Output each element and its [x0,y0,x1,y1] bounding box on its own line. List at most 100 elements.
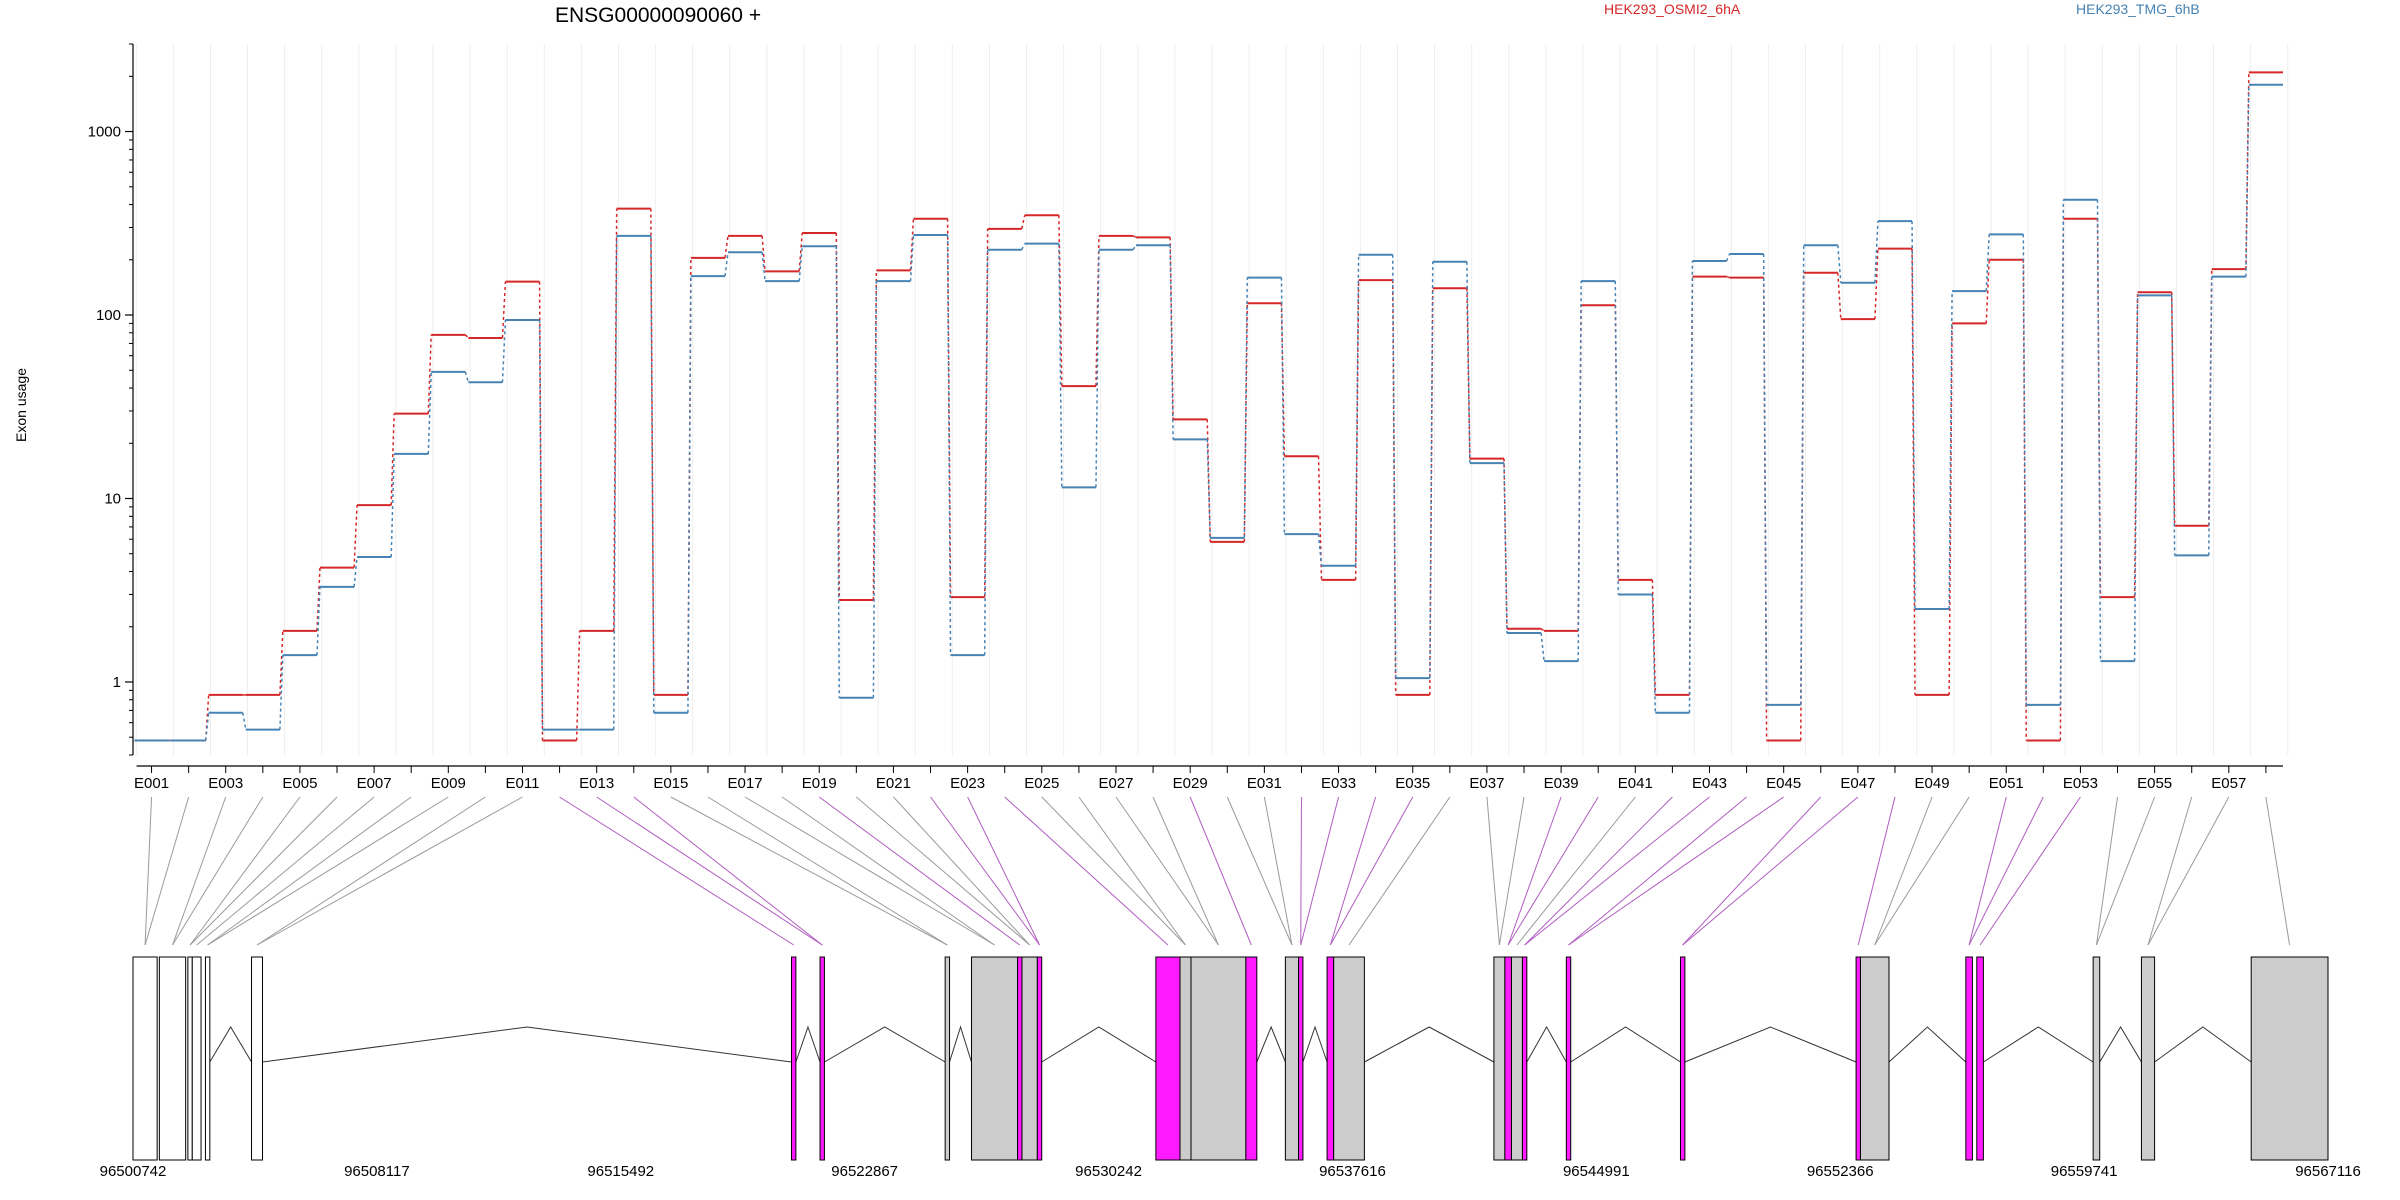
exon-block [191,956,202,1161]
connector-line [189,796,338,946]
series-step [1280,303,1286,457]
series-step [464,371,470,383]
series-step [2059,199,2065,705]
series-step [1243,277,1249,538]
connector-line [893,796,1031,946]
connector-line [1041,796,1186,946]
connector-line [856,796,1030,946]
connector-line [144,796,153,946]
series-step [2245,72,2250,270]
exon-block [1859,956,1890,1161]
series-step [279,655,284,730]
x-tick-label-e025: E025 [1024,775,1059,792]
series-step [1317,533,1323,566]
intron-line [824,1026,946,1063]
connector-line [1115,796,1219,946]
x-tick-label-e051: E051 [1989,775,2024,792]
intron-line [1302,1025,1328,1063]
grid-layer [135,44,2289,755]
exon-block [1036,956,1043,1161]
series-step [2096,199,2102,662]
series-step [1837,245,1842,283]
genomic-tick-label: 96552366 [1807,1163,1874,1180]
connector-line [1682,796,1859,946]
x-tick-label-e053: E053 [2063,775,2098,792]
x-tick-label-e049: E049 [1915,775,1950,792]
connector-line [189,796,301,946]
series-step [612,235,618,730]
intron-line [1888,1026,1967,1063]
connector-line [1189,796,1252,946]
series-step [1280,277,1286,535]
series-step [1911,221,1916,609]
series-step [390,453,395,558]
series-step [427,334,432,414]
series-step [909,234,915,282]
connector-line [1226,796,1293,946]
exon-block [1855,956,1861,1161]
exon-block [1245,956,1258,1161]
legend-entry-series-2: HEK293_TMG_6hB [2076,1,2200,17]
series-step [1948,323,1953,695]
intron-line [1256,1025,1286,1063]
connector-line [172,796,264,946]
connector-line [1568,796,1784,946]
series-step [316,586,321,656]
x-tick-label-e005: E005 [282,775,317,792]
exon-block [1326,956,1335,1161]
chart-title: ENSG00000090060 + [555,4,761,27]
series-step [946,234,952,656]
series-step [650,235,655,713]
connector-line [818,796,1021,946]
y-tick-label: 100 [96,307,121,324]
genomic-tick-label: 96508117 [344,1163,410,1180]
connector-line [1004,796,1169,946]
series-step [1651,594,1657,713]
series-step [1614,281,1619,595]
connector-line [670,796,948,946]
exon-block [944,956,951,1161]
genomic-tick-label: 96567116 [2295,1163,2361,1180]
connector-line [1516,796,1636,946]
series-step [1985,259,1990,324]
connector-line [207,796,412,946]
series-step [575,630,581,741]
exon-block [1976,956,1984,1161]
intron-line [2154,1026,2252,1063]
axes-layer: 1 10 100 1000 E001 E003 E005 E007 E009 E011 E013 E0… [88,43,2283,792]
series-step [761,252,766,282]
series-step [1354,280,1360,580]
x-tick-label-e009: E009 [431,775,466,792]
exon-block [251,956,264,1161]
x-tick-label-e045: E045 [1766,775,1801,792]
series-step [2208,276,2213,556]
connector-line [1329,796,1414,946]
connector-line [1968,796,2044,946]
genomic-tick-label: 96544991 [1563,1163,1630,1180]
exon-block [187,956,193,1161]
x-tick-label-e015: E015 [653,775,688,792]
connector-line [2095,796,2156,946]
series-step [1503,463,1508,633]
exon-block [1155,956,1181,1161]
series-step [1021,215,1026,229]
x-tick-label-e029: E029 [1173,775,1208,792]
exon-block [1190,956,1247,1161]
x-tick-label-e031: E031 [1247,775,1282,792]
connector-line [967,796,1040,946]
series-step [1132,235,1137,239]
series-step [687,276,692,713]
exon-block [1493,956,1506,1161]
series-step [2133,295,2139,662]
legend-entry-series-1: HEK293_OSMI2_6hA [1604,1,1741,17]
x-tick-label-e019: E019 [802,775,837,792]
series-step [1874,221,1879,283]
connector-line [1979,796,2081,946]
series-step [1095,249,1100,488]
x-tick-label-e057: E057 [2211,775,2246,792]
connector-line [633,796,823,946]
series-step [1132,244,1137,251]
connector-line [1682,796,1822,946]
series-step [835,246,841,698]
